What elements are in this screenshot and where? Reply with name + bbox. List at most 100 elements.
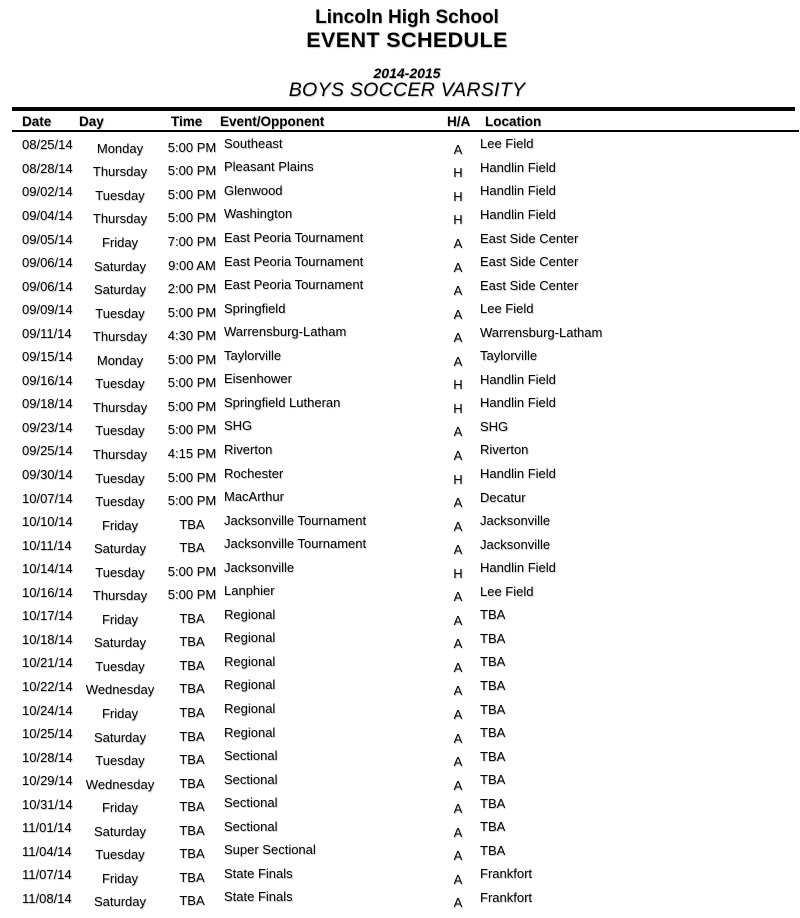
- season-label: 2014-2015: [373, 65, 441, 81]
- cell-location: Handlin Field: [480, 206, 556, 222]
- cell-date: 10/31/14: [22, 796, 73, 812]
- cell-ha: A: [453, 283, 463, 299]
- table-row: 10/10/14 Friday TBA Jacksonville Tournament…: [0, 513, 800, 537]
- cell-day: Thursday: [92, 446, 148, 462]
- cell-date: 09/16/14: [22, 372, 73, 388]
- cell-time: 5:00 PM: [167, 304, 217, 320]
- cell-location: TBA: [480, 725, 506, 741]
- cell-location: East Side Center: [480, 277, 579, 293]
- cell-event: State Finals: [224, 889, 293, 905]
- cell-location: Handlin Field: [480, 395, 556, 411]
- cell-date: 10/11/14: [22, 537, 72, 553]
- cell-location: East Side Center: [480, 230, 579, 246]
- cell-event: Springfield: [224, 300, 286, 316]
- cell-day: Tuesday: [95, 470, 145, 486]
- table-row: 10/16/14 Thursday 5:00 PM Lanphier A Lee Fiel…: [0, 583, 800, 607]
- cell-date: 10/22/14: [22, 678, 73, 694]
- cell-day: Monday: [96, 140, 144, 156]
- cell-event: Jacksonville Tournament: [224, 536, 367, 552]
- cell-ha: A: [453, 612, 463, 628]
- cell-date: 09/05/14: [22, 231, 73, 247]
- cell-event: Sectional: [224, 771, 278, 787]
- cell-day: Saturday: [93, 541, 147, 557]
- cell-day: Saturday: [93, 635, 147, 651]
- cell-time: 5:00 PM: [167, 398, 217, 414]
- cell-time: 5:00 PM: [167, 163, 217, 179]
- cell-time: TBA: [179, 893, 205, 909]
- cell-day: Thursday: [92, 399, 148, 415]
- table-row: 09/15/14 Monday 5:00 PM Taylorville A Taylorv…: [0, 348, 800, 372]
- column-header-time: Time: [171, 113, 203, 129]
- cell-day: Friday: [101, 517, 139, 533]
- table-row: 10/31/14 Friday TBA Sectional A TBA: [0, 795, 800, 819]
- cell-location: East Side Center: [480, 254, 579, 270]
- cell-ha: H: [453, 377, 463, 393]
- cell-location: Jacksonville: [480, 536, 551, 552]
- cell-time: 5:00 PM: [167, 210, 217, 226]
- cell-day: Thursday: [92, 588, 148, 604]
- header-rule-top: [12, 107, 795, 111]
- cell-date: 11/01/14: [22, 820, 72, 836]
- cell-ha: A: [453, 424, 463, 440]
- cell-time: 5:00 PM: [167, 422, 217, 438]
- table-row: 10/21/14 Tuesday TBA Regional A TBA: [0, 654, 800, 678]
- cell-day: Tuesday: [95, 376, 145, 392]
- cell-event: Regional: [224, 701, 276, 716]
- cell-ha: A: [453, 306, 463, 322]
- cell-time: 4:30 PM: [167, 328, 217, 344]
- table-row: 10/07/14 Tuesday 5:00 PM MacArthur A Decatur: [0, 489, 800, 513]
- cell-ha: A: [453, 353, 463, 369]
- cell-time: TBA: [179, 657, 205, 673]
- cell-location: Lee Field: [480, 136, 534, 152]
- cell-event: Washington: [224, 206, 293, 222]
- cell-ha: A: [453, 848, 463, 864]
- cell-event: Rochester: [224, 465, 284, 481]
- cell-location: SHG: [480, 418, 509, 434]
- cell-date: 10/28/14: [22, 749, 73, 765]
- cell-day: Tuesday: [95, 305, 145, 321]
- cell-day: Saturday: [93, 282, 147, 298]
- cell-date: 10/29/14: [22, 773, 73, 789]
- cell-time: TBA: [179, 705, 205, 720]
- table-row: 09/11/14 Thursday 4:30 PM Warrensburg-Latha…: [0, 324, 800, 348]
- table-row: 11/04/14 Tuesday TBA Super Sectional A TBA: [0, 842, 800, 866]
- cell-day: Friday: [101, 870, 139, 886]
- cell-date: 11/04/14: [22, 843, 72, 859]
- cell-ha: A: [453, 871, 463, 887]
- cell-day: Tuesday: [95, 187, 145, 203]
- cell-ha: A: [453, 330, 463, 346]
- cell-event: Regional: [224, 724, 276, 740]
- cell-event: Pleasant Plains: [224, 159, 314, 175]
- cell-event: East Peoria Tournament: [224, 253, 364, 269]
- cell-date: 11/08/14: [22, 890, 72, 906]
- cell-location: Frankfort: [480, 866, 533, 882]
- cell-ha: A: [453, 236, 463, 251]
- cell-date: 10/21/14: [22, 655, 73, 671]
- cell-location: Handlin Field: [480, 371, 556, 387]
- cell-ha: A: [453, 636, 463, 652]
- cell-ha: A: [453, 659, 463, 675]
- cell-event: Sectional: [224, 748, 278, 764]
- cell-date: 09/02/14: [22, 184, 73, 200]
- table-row: 09/30/14 Tuesday 5:00 PM Rochester H Handlin …: [0, 466, 800, 490]
- cell-date: 09/25/14: [22, 443, 73, 459]
- table-row: 09/04/14 Thursday 5:00 PM Washington H Handli…: [0, 206, 800, 230]
- cell-ha: A: [453, 824, 463, 840]
- cell-ha: H: [453, 188, 463, 204]
- cell-ha: A: [453, 259, 463, 275]
- cell-event: Lanphier: [224, 583, 275, 599]
- column-header-location: Location: [485, 113, 542, 129]
- cell-time: TBA: [179, 634, 205, 650]
- cell-location: Lee Field: [480, 583, 534, 599]
- cell-ha: A: [453, 542, 463, 558]
- table-row: 10/14/14 Tuesday 5:00 PM Jacksonville H Handl…: [0, 560, 800, 584]
- cell-day: Friday: [101, 235, 139, 250]
- cell-date: 08/28/14: [22, 160, 73, 176]
- cell-event: Regional: [224, 653, 276, 669]
- cell-day: Saturday: [93, 823, 147, 839]
- cell-ha: A: [453, 447, 463, 463]
- cell-event: Springfield Lutheran: [224, 394, 341, 410]
- cell-location: Frankfort: [480, 889, 533, 905]
- table-row: 10/11/14 Saturday TBA Jacksonville Tourname…: [0, 536, 800, 560]
- cell-event: East Peoria Tournament: [224, 277, 364, 293]
